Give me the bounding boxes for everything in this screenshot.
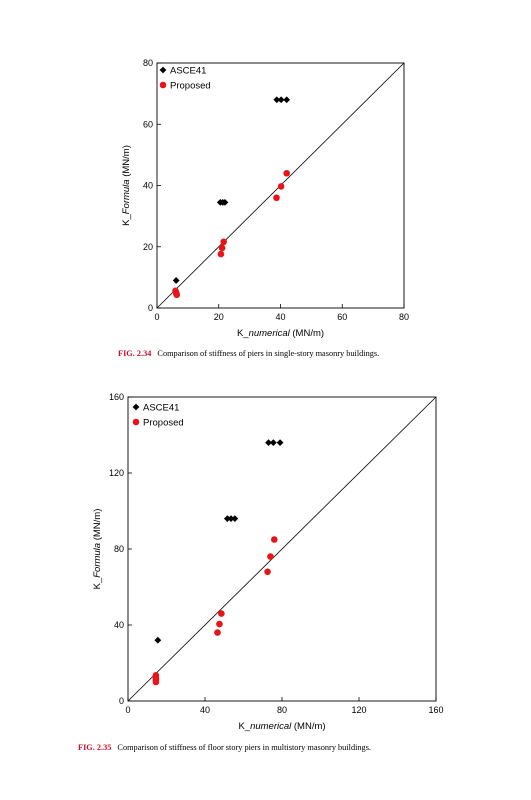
caption-fig-2-34: FIG. 2.34 Comparison of stiffness of pier… (118, 349, 379, 358)
x-axis-label-italic: numerical (250, 721, 292, 732)
y-tick-label: 60 (143, 119, 153, 129)
legend-label-asce41: ASCE41 (170, 66, 206, 77)
x-axis-label: K_numerical (MN/m) (238, 721, 325, 732)
data-point-proposed (217, 250, 225, 258)
data-point-proposed (271, 536, 278, 543)
x-tick-label: 20 (214, 312, 224, 322)
x-tick-label: 120 (351, 705, 366, 715)
y-axis-label: K_Formula (MN/m) (92, 509, 103, 590)
y-tick-label: 0 (119, 696, 124, 706)
legend-marker-asce41 (132, 403, 140, 411)
x-tick-label: 80 (277, 705, 287, 715)
x-tick-label: 60 (337, 312, 347, 322)
legend-label-proposed: Proposed (143, 418, 184, 429)
data-point-proposed (214, 629, 221, 636)
data-point-asce41 (273, 96, 281, 104)
y-axis-label-prefix: K_ (92, 577, 103, 589)
x-axis-label-prefix: K_ (237, 328, 249, 339)
data-point-proposed (152, 678, 160, 686)
data-point-proposed (264, 568, 271, 576)
x-tick-label: 0 (125, 705, 130, 715)
y-axis-label-italic: Formula (92, 543, 103, 578)
y-tick-label: 0 (148, 303, 153, 313)
x-axis-label-unit: (MN/m) (290, 328, 324, 339)
data-point-asce41 (277, 96, 285, 104)
legend-marker-asce41 (159, 66, 167, 74)
figure-caption-text: Comparison of stiffness of floor story p… (117, 743, 371, 752)
y-axis-label-unit: (MN/m) (121, 145, 132, 179)
data-point-asce41 (231, 515, 239, 522)
x-axis-label-unit: (MN/m) (291, 721, 325, 732)
y-tick-label: 120 (109, 468, 124, 478)
data-point-proposed (218, 244, 226, 252)
data-point-proposed (267, 553, 274, 560)
y-tick-label: 20 (143, 242, 153, 252)
data-point-asce41 (154, 636, 162, 644)
figure-caption-text: Comparison of stiffness of piers in sing… (157, 349, 380, 358)
legend-marker-proposed (132, 418, 140, 426)
data-point-asce41 (223, 515, 231, 522)
legend-marker-proposed (159, 81, 167, 89)
data-point-asce41 (227, 515, 235, 522)
x-axis-label-prefix: K_ (238, 721, 250, 732)
legend-label-proposed: Proposed (170, 81, 211, 92)
data-point-proposed (273, 194, 280, 202)
y-tick-label: 80 (114, 544, 124, 554)
figure-label: FIG. 2.35 (78, 743, 112, 752)
y-axis-label-prefix: K_ (121, 214, 132, 226)
data-point-asce41 (276, 439, 284, 446)
y-axis-label-italic: Formula (121, 179, 132, 214)
data-point-proposed (216, 620, 223, 628)
x-tick-label: 0 (154, 312, 159, 322)
x-axis-label-italic: numerical (249, 328, 291, 339)
x-axis-label: K_numerical (MN/m) (237, 328, 324, 339)
data-point-asce41 (269, 439, 277, 446)
figure-label: FIG. 2.34 (118, 349, 152, 358)
x-tick-label: 160 (428, 705, 443, 715)
data-point-asce41 (221, 198, 229, 206)
x-tick-label: 80 (399, 312, 409, 322)
legend-label-asce41: ASCE41 (143, 403, 179, 414)
data-point-asce41 (172, 277, 180, 284)
y-tick-label: 40 (114, 620, 124, 630)
y-tick-label: 80 (143, 58, 153, 68)
reference-line (127, 396, 437, 702)
y-tick-label: 40 (143, 181, 153, 191)
x-tick-label: 40 (275, 312, 285, 322)
data-point-asce41 (283, 96, 291, 104)
y-axis-label-unit: (MN/m) (92, 509, 103, 543)
caption-fig-2-35: FIG. 2.35 Comparison of stiffness of floo… (78, 743, 371, 752)
y-tick-label: 160 (109, 392, 124, 402)
data-point-proposed (283, 169, 290, 177)
data-point-proposed (220, 238, 227, 246)
data-point-proposed (277, 183, 285, 190)
data-point-proposed (218, 610, 225, 617)
y-axis-label: K_Formula (MN/m) (121, 145, 132, 226)
x-tick-label: 40 (200, 705, 210, 715)
data-point-proposed (173, 291, 181, 299)
data-point-asce41 (265, 439, 272, 446)
